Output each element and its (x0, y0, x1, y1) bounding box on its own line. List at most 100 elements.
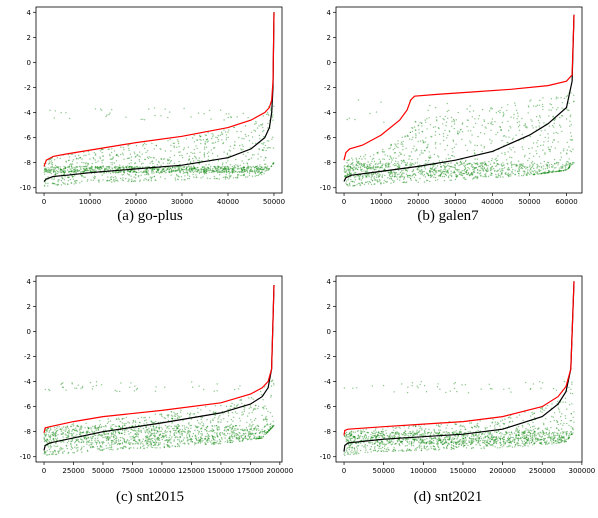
scatter-point (115, 438, 116, 439)
scatter-point (239, 400, 240, 401)
scatter-point (199, 163, 200, 164)
scatter-point (46, 434, 47, 435)
scatter-point (105, 425, 106, 426)
scatter-point (92, 163, 93, 164)
scatter-point (445, 125, 446, 126)
scatter-point (95, 154, 96, 155)
scatter-point (194, 444, 195, 445)
scatter-point (427, 162, 428, 163)
scatter-point (68, 430, 69, 431)
scatter-point (101, 162, 102, 163)
scatter-point (430, 174, 431, 175)
scatter-point (58, 168, 59, 169)
scatter-point (418, 182, 419, 183)
scatter-point (538, 170, 539, 171)
scatter-point (130, 447, 131, 448)
scatter-point (519, 121, 520, 122)
scatter-point (232, 440, 233, 441)
scatter-point (206, 444, 207, 445)
scatter-point (172, 170, 173, 171)
scatter-point (268, 147, 269, 148)
scatter-point (174, 415, 175, 416)
scatter-point (90, 179, 91, 180)
scatter-point (149, 417, 150, 418)
scatter-point (111, 449, 112, 450)
scatter-point (53, 169, 54, 170)
scatter-point (453, 121, 454, 122)
scatter-point (168, 160, 169, 161)
scatter-point (57, 434, 58, 435)
scatter-point (69, 433, 70, 434)
scatter-point (161, 427, 162, 428)
scatter-point (522, 435, 523, 436)
scatter-point (219, 178, 220, 179)
scatter-point (466, 171, 467, 172)
scatter-point (357, 175, 358, 176)
scatter-point (100, 450, 101, 451)
scatter-point (531, 121, 532, 122)
scatter-point (220, 440, 221, 441)
scatter-point (225, 435, 226, 436)
scatter-point (51, 453, 52, 454)
scatter-point (194, 442, 195, 443)
scatter-point (47, 185, 48, 186)
scatter-point (50, 451, 51, 452)
scatter-point (159, 431, 160, 432)
scatter-point (445, 174, 446, 175)
scatter-point (252, 136, 253, 137)
scatter-point (178, 416, 179, 417)
scatter-point (254, 420, 255, 421)
scatter-point (145, 426, 146, 427)
scatter-point (487, 167, 488, 168)
scatter-point (155, 180, 156, 181)
scatter-point (133, 430, 134, 431)
scatter-point (182, 425, 183, 426)
scatter-point (90, 170, 91, 171)
scatter-point (383, 122, 384, 123)
scatter-point (135, 156, 136, 157)
scatter-point (257, 171, 258, 172)
scatter-point (54, 159, 55, 160)
scatter-point (463, 170, 464, 171)
scatter-point (85, 168, 86, 169)
scatter-point (386, 163, 387, 164)
scatter-point (120, 427, 121, 428)
scatter-point (154, 433, 155, 434)
scatter-point (522, 163, 523, 164)
scatter-point (377, 173, 378, 174)
scatter-point (272, 426, 273, 427)
scatter-point (71, 447, 72, 448)
scatter-point (95, 159, 96, 160)
scatter-point (128, 443, 129, 444)
scatter-point (394, 163, 395, 164)
scatter-point (226, 162, 227, 163)
scatter-point (561, 108, 562, 109)
scatter-point (514, 170, 515, 171)
scatter-point (47, 183, 48, 184)
scatter-point (206, 171, 207, 172)
scatter-point (186, 138, 187, 139)
y-tick-label: 4 (27, 9, 32, 17)
scatter-point (147, 436, 148, 437)
scatter-point (448, 165, 449, 166)
scatter-point (230, 442, 231, 443)
scatter-point (107, 149, 108, 150)
scatter-point (125, 166, 126, 167)
scatter-point (58, 453, 59, 454)
scatter-point (358, 161, 359, 162)
scatter-point (374, 183, 375, 184)
scatter-point (171, 436, 172, 437)
scatter-point (45, 432, 46, 433)
scatter-point (492, 118, 493, 119)
scatter-point (170, 168, 171, 169)
scatter-point (544, 152, 545, 153)
scatter-point (127, 181, 128, 182)
scatter-point (171, 422, 172, 423)
scatter-point (195, 168, 196, 169)
scatter-point (124, 434, 125, 435)
scatter-point (263, 115, 264, 116)
scatter-point (437, 155, 438, 156)
scatter-point (403, 179, 404, 180)
y-tick-label: 0 (27, 328, 31, 336)
scatter-point (447, 118, 448, 119)
